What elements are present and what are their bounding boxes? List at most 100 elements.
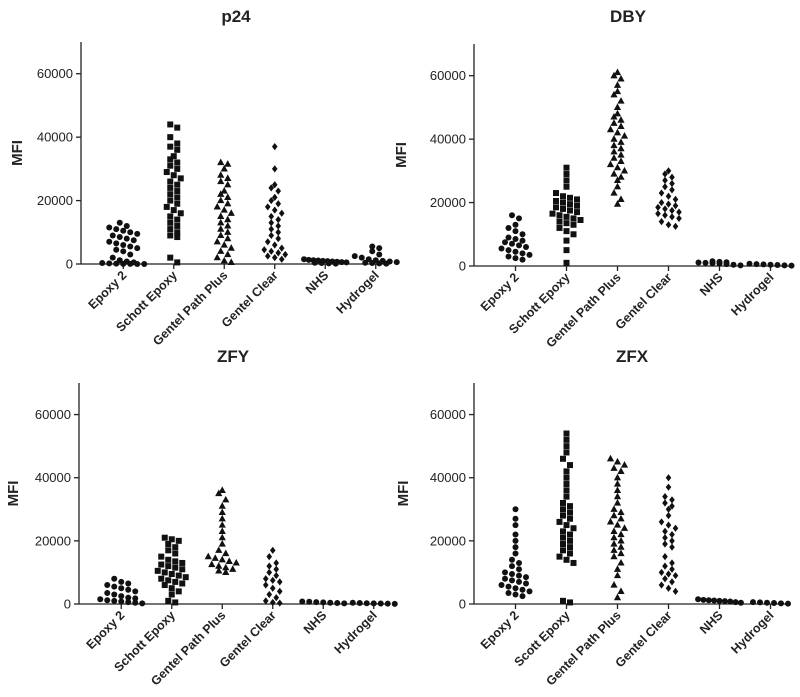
data-point [610, 552, 618, 560]
data-point [498, 245, 505, 252]
data-point [702, 259, 709, 266]
data-point [610, 90, 618, 98]
data-point [563, 177, 570, 184]
data-point [563, 164, 570, 171]
data-point [567, 537, 573, 544]
data-point [125, 580, 132, 587]
data-point [662, 527, 668, 535]
data-point [158, 575, 165, 582]
data-point [174, 259, 181, 266]
data-point [167, 143, 174, 150]
data-point [232, 558, 240, 566]
data-point [662, 553, 668, 561]
data-point [174, 188, 181, 195]
data-point [370, 600, 377, 607]
data-point [560, 512, 566, 519]
data-point [118, 585, 125, 592]
data-point [227, 258, 235, 266]
data-point [617, 144, 625, 152]
data-point [560, 193, 566, 200]
data-point [672, 571, 679, 580]
data-point [662, 534, 668, 542]
data-point [130, 237, 137, 244]
data-point [269, 546, 276, 554]
data-point [509, 563, 515, 570]
data-point [120, 241, 127, 248]
data-point [570, 559, 577, 566]
data-point [781, 262, 788, 269]
data-point [204, 552, 212, 560]
data-point [502, 569, 508, 576]
data-point [217, 171, 225, 178]
data-point [705, 597, 712, 604]
data-point [610, 546, 618, 553]
data-point [617, 138, 625, 145]
data-point [224, 180, 232, 188]
data-point [617, 514, 625, 522]
data-point [167, 254, 174, 261]
data-point [662, 183, 668, 191]
data-point [132, 588, 139, 595]
data-point [172, 564, 179, 571]
data-point [168, 591, 175, 598]
data-point [613, 182, 622, 190]
data-point [560, 455, 566, 462]
data-point [658, 198, 665, 207]
data-point [175, 537, 182, 544]
data-point [369, 243, 376, 250]
data-point [662, 205, 668, 213]
data-point [174, 165, 181, 172]
data-point [512, 531, 519, 538]
data-point [613, 492, 622, 500]
data-point [275, 228, 282, 236]
data-point [669, 186, 675, 194]
data-point [563, 183, 570, 190]
data-point [732, 599, 739, 606]
data-point [606, 125, 615, 133]
data-point [222, 549, 230, 557]
data-point [177, 210, 184, 217]
data-point [613, 480, 622, 487]
data-point [332, 260, 339, 267]
data-point [167, 162, 174, 169]
data-point [512, 221, 519, 228]
data-point [620, 166, 629, 174]
y-tick-label: 60000 [37, 66, 73, 81]
data-point [215, 566, 223, 574]
data-point [118, 598, 125, 605]
data-point [113, 226, 120, 233]
data-point [179, 559, 186, 566]
data-point [125, 594, 132, 601]
data-point [672, 202, 679, 210]
data-point [610, 135, 618, 142]
data-point [217, 212, 225, 220]
data-point [567, 201, 573, 208]
data-point [567, 550, 573, 557]
data-point [167, 156, 174, 163]
data-point [174, 140, 181, 147]
y-tick-label: 0 [459, 259, 466, 274]
data-point [563, 449, 570, 456]
data-point [170, 172, 177, 179]
data-point [172, 550, 179, 557]
data-point [560, 499, 566, 506]
data-point [519, 231, 526, 238]
data-point [273, 594, 280, 602]
data-point [261, 246, 268, 254]
data-point [563, 468, 570, 475]
data-point [376, 260, 383, 267]
data-point [716, 597, 723, 604]
x-tick-label: NHS [697, 270, 726, 299]
y-tick-label: 60000 [430, 407, 466, 422]
data-point [116, 234, 123, 241]
data-point [563, 213, 570, 220]
data-point [224, 221, 232, 229]
data-point [574, 196, 580, 203]
data-point [174, 181, 181, 188]
data-point [172, 544, 179, 551]
data-point [174, 124, 181, 131]
data-point [567, 194, 573, 201]
data-point [356, 600, 363, 607]
data-point [213, 253, 221, 261]
